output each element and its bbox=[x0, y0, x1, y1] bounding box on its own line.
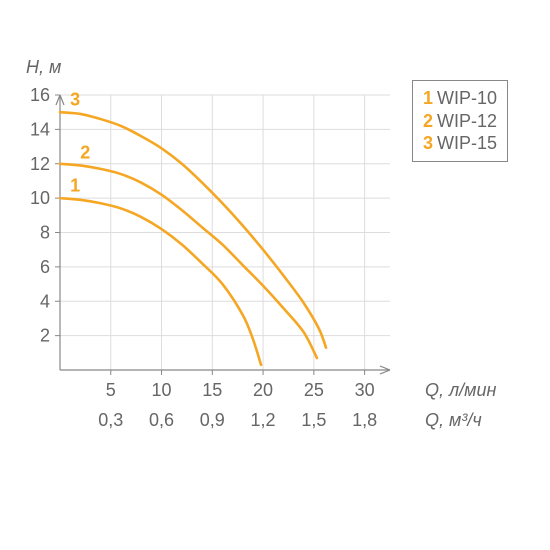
curve-label-3: 3 bbox=[70, 89, 80, 109]
legend-row: 2WIP-12 bbox=[423, 110, 497, 133]
y-axis-title: H, м bbox=[26, 57, 61, 77]
y-tick-label: 8 bbox=[40, 223, 50, 243]
x-secondary-tick-label: 0,3 bbox=[98, 410, 123, 430]
y-tick-label: 16 bbox=[30, 85, 50, 105]
curve-2 bbox=[60, 164, 317, 358]
x-secondary-tick-label: 1,2 bbox=[251, 410, 276, 430]
x-secondary-tick-label: 1,8 bbox=[352, 410, 377, 430]
legend-row: 3WIP-15 bbox=[423, 132, 497, 155]
legend-name: WIP-15 bbox=[437, 133, 497, 153]
x-secondary-tick-label: 0,9 bbox=[200, 410, 225, 430]
legend-name: WIP-10 bbox=[437, 88, 497, 108]
x-tick-label: 10 bbox=[152, 380, 172, 400]
curve-label-2: 2 bbox=[80, 143, 90, 163]
curve-1 bbox=[60, 198, 261, 365]
x-axis-secondary-title: Q, м³/ч bbox=[425, 410, 482, 430]
x-tick-label: 25 bbox=[304, 380, 324, 400]
y-tick-label: 14 bbox=[30, 119, 50, 139]
legend-name: WIP-12 bbox=[437, 111, 497, 131]
legend-num: 3 bbox=[423, 133, 433, 153]
legend-num: 2 bbox=[423, 111, 433, 131]
x-tick-label: 20 bbox=[253, 380, 273, 400]
legend-num: 1 bbox=[423, 88, 433, 108]
legend-row: 1WIP-10 bbox=[423, 87, 497, 110]
y-tick-label: 10 bbox=[30, 188, 50, 208]
x-tick-label: 15 bbox=[202, 380, 222, 400]
curve-label-1: 1 bbox=[70, 175, 80, 195]
x-axis-primary-title: Q, л/мин bbox=[425, 380, 497, 400]
y-tick-label: 6 bbox=[40, 257, 50, 277]
y-tick-label: 4 bbox=[40, 291, 50, 311]
y-tick-label: 12 bbox=[30, 154, 50, 174]
x-tick-label: 30 bbox=[355, 380, 375, 400]
legend: 1WIP-102WIP-123WIP-15 bbox=[412, 80, 508, 162]
pump-curve-chart: 246810121416H, м51015202530Q, л/мин0,30,… bbox=[0, 0, 550, 550]
x-secondary-tick-label: 0,6 bbox=[149, 410, 174, 430]
x-secondary-tick-label: 1,5 bbox=[301, 410, 326, 430]
y-tick-label: 2 bbox=[40, 326, 50, 346]
x-tick-label: 5 bbox=[106, 380, 116, 400]
